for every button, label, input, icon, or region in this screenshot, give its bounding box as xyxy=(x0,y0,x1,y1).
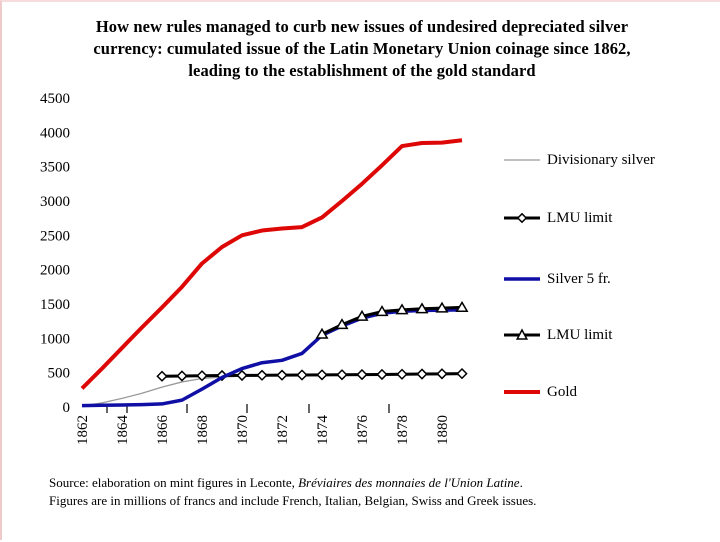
chart-title: How new rules managed to curb new issues… xyxy=(30,16,694,82)
x-axis-tick-label: 1872 xyxy=(275,415,291,445)
source-prefix: Source: elaboration on mint figures in L… xyxy=(49,475,299,490)
series-line-gold-4 xyxy=(80,138,463,390)
triangle-marker-icon xyxy=(395,303,409,315)
x-axis-tick-label: 1870 xyxy=(235,415,251,445)
red-line-icon xyxy=(504,390,540,394)
diamond-marker-icon xyxy=(336,369,348,381)
svg-text:1866: 1866 xyxy=(155,415,171,446)
series-line-silver-5-fr-2 xyxy=(81,308,463,408)
series-line-divisionary-silver-0 xyxy=(81,373,463,407)
diamond-marker-icon xyxy=(376,368,388,381)
y-axis-tick-label: 1000 xyxy=(40,331,70,347)
source-line2: Figures are in millions of francs and in… xyxy=(49,492,537,508)
source-italic-title: Bréviaires des monnaies de l'Union Latin… xyxy=(298,475,520,490)
x-axis-tick-label: 1878 xyxy=(395,415,411,445)
triangle-marker-icon xyxy=(435,301,449,313)
y-axis-tick-label: 500 xyxy=(48,366,71,382)
diamond-marker-icon xyxy=(216,369,228,382)
y-axis-tick-label: 4500 xyxy=(40,91,70,107)
diamond-marker-icon xyxy=(436,368,448,380)
legend-label-divisionary-silver: Divisionary silver xyxy=(547,151,655,168)
triangle-marker-icon xyxy=(355,309,369,321)
legend-item-gold: Gold xyxy=(502,383,577,401)
svg-text:1868: 1868 xyxy=(195,415,211,445)
y-axis-tick-label: 0 xyxy=(63,400,71,416)
diamond-marker-icon xyxy=(256,369,268,381)
diamond-marker-icon xyxy=(236,369,248,382)
y-axis-tick-label: 3000 xyxy=(40,194,70,210)
source-suffix: . xyxy=(519,475,523,490)
svg-text:1876: 1876 xyxy=(355,415,371,446)
legend-label-lmu-limit-divisionary: LMU limit xyxy=(547,209,613,226)
diamond-marker-icon xyxy=(276,369,288,381)
diamond-marker-icon xyxy=(316,369,328,381)
svg-text:1870: 1870 xyxy=(235,415,251,445)
chart-title-line3: leading to the establishment of the gold… xyxy=(188,61,536,80)
legend-label-gold: Gold xyxy=(547,383,577,400)
diamond-marker-icon xyxy=(416,368,428,380)
diamond-marker-icon xyxy=(396,368,408,380)
legend-item-divisionary-silver: Divisionary silver xyxy=(502,151,655,169)
gray-line-icon xyxy=(504,159,540,161)
series-line-lmu-limit-1 xyxy=(161,372,463,378)
triangle-marker-icon xyxy=(375,305,389,317)
triangle-marker-icon xyxy=(415,302,429,314)
x-axis-tick-label: 1864 xyxy=(115,415,131,446)
triangle-marker-icon xyxy=(315,327,329,339)
diamond-marker-icon xyxy=(156,370,168,382)
blue-line-icon xyxy=(504,277,540,281)
x-axis-tick-label: 1876 xyxy=(355,415,371,446)
diamond-marker-icon xyxy=(456,367,468,380)
svg-text:1874: 1874 xyxy=(315,415,331,446)
triangle-marker-icon xyxy=(335,318,349,330)
triangle-marker-line-icon xyxy=(504,328,540,340)
legend-item-lmu-limit-divisionary: LMU limit xyxy=(502,209,612,227)
diamond-marker-icon xyxy=(356,368,368,381)
legend-label-silver-5fr: Silver 5 fr. xyxy=(547,270,611,287)
svg-text:1878: 1878 xyxy=(395,415,411,445)
x-axis-tick-label: 1866 xyxy=(155,415,171,446)
source-note: Source: elaboration on mint figures in L… xyxy=(49,474,536,509)
legend-item-silver-5fr: Silver 5 fr. xyxy=(502,270,611,288)
y-axis-tick-label: 4000 xyxy=(40,125,70,141)
y-axis-tick-label: 1500 xyxy=(40,297,70,313)
svg-text:1880: 1880 xyxy=(435,415,451,445)
diamond-marker-line-icon xyxy=(504,212,540,224)
diamond-marker-icon xyxy=(176,370,188,382)
legend-item-lmu-limit-5fr: LMU limit xyxy=(502,326,612,344)
diamond-marker-icon xyxy=(196,370,208,382)
triangle-marker-icon xyxy=(455,300,469,312)
svg-text:1872: 1872 xyxy=(275,415,291,445)
x-axis-tick-label: 1862 xyxy=(75,415,91,445)
svg-text:1862: 1862 xyxy=(75,415,91,445)
chart-title-line1: How new rules managed to curb new issues… xyxy=(95,17,629,36)
chart-title-line2: currency: cumulated issue of the Latin M… xyxy=(93,39,631,58)
svg-text:1864: 1864 xyxy=(115,415,131,446)
x-axis-tick-label: 1874 xyxy=(315,415,331,446)
y-axis-tick-label: 2500 xyxy=(40,228,70,244)
x-axis-tick-label: 1868 xyxy=(195,415,211,445)
diamond-marker-icon xyxy=(296,369,308,381)
source-line1: Source: elaboration on mint figures in L… xyxy=(49,474,536,492)
y-axis-tick-label: 3500 xyxy=(40,160,70,176)
x-axis-tick-label: 1880 xyxy=(435,415,451,445)
y-axis-tick-label: 2000 xyxy=(40,263,70,279)
legend-label-lmu-limit-5fr: LMU limit xyxy=(547,326,613,343)
